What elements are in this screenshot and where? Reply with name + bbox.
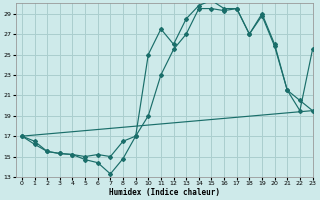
X-axis label: Humidex (Indice chaleur): Humidex (Indice chaleur) (108, 188, 220, 197)
